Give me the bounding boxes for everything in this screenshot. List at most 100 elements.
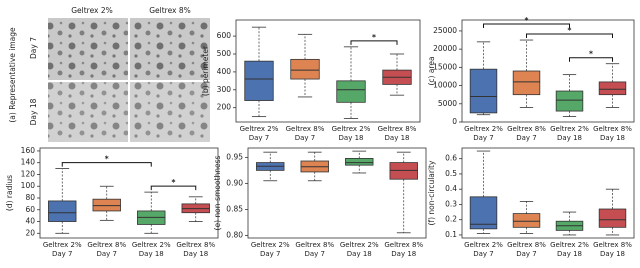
- significance-label: *: [105, 155, 109, 164]
- x-tick-label: Geltrex 2%: [43, 241, 82, 249]
- x-tick-label: Geltrex 2%: [132, 241, 171, 249]
- y-tick-label: 0.4: [445, 184, 457, 193]
- significance-bracket: [526, 33, 613, 39]
- box: [345, 158, 374, 166]
- y-tick-label: 10000: [433, 81, 457, 90]
- plot-frame: [235, 19, 421, 123]
- significance-label: *: [568, 26, 572, 35]
- y-tick-label: 0.90: [226, 178, 243, 187]
- x-tick-label: Geltrex 2%: [464, 125, 503, 133]
- x-tick-label: Geltrex 2%: [240, 125, 279, 133]
- x-tick-label: Day 7: [473, 134, 494, 142]
- y-tick-label: 25000: [433, 26, 457, 35]
- y-tick-label: 20000: [433, 44, 457, 53]
- micrograph: [48, 18, 128, 80]
- significance-bracket: [569, 57, 613, 62]
- x-tick-label: Day 7: [304, 250, 325, 258]
- y-tick-label: 300: [217, 85, 232, 94]
- x-tick-label: Geltrex 8%: [176, 241, 215, 249]
- x-tick-label: Geltrex 8%: [87, 241, 126, 249]
- box: [512, 70, 541, 96]
- box: [336, 80, 366, 103]
- panel-label: (a) Representative image: [8, 27, 17, 123]
- x-tick-label: Geltrex 2%: [340, 241, 379, 249]
- y-tick-label: 0.95: [226, 152, 243, 161]
- y-axis-label: (d) radius: [5, 175, 14, 211]
- x-tick-label: Day 18: [183, 250, 208, 258]
- x-tick-label: Geltrex 8%: [295, 241, 334, 249]
- x-tick-label: Day 7: [52, 250, 73, 258]
- y-tick-label: 0.2: [445, 215, 457, 224]
- micrograph: [130, 18, 210, 80]
- x-tick-label: Day 18: [391, 250, 416, 258]
- box: [469, 196, 498, 230]
- y-tick-label: 20: [25, 228, 35, 237]
- y-tick-label: 200: [217, 103, 232, 112]
- y-axis-label: (b) perimeter: [201, 45, 210, 96]
- significance-label: *: [372, 33, 376, 42]
- x-tick-label: Geltrex 2%: [550, 241, 589, 249]
- y-axis-label: (f) non-circularity: [427, 160, 436, 225]
- y-tick-label: 600: [217, 31, 232, 40]
- significance-label: *: [172, 178, 176, 187]
- significance-bracket: [150, 185, 197, 191]
- y-tick-label: 100: [21, 181, 36, 190]
- x-tick-label: Day 18: [139, 250, 164, 258]
- y-tick-label: 0.3: [445, 199, 457, 208]
- y-tick-label: 120: [21, 169, 36, 178]
- y-tick-label: 0.5: [445, 169, 457, 178]
- row-label: Day 7: [29, 37, 38, 59]
- x-tick-label: Day 18: [600, 250, 625, 258]
- column-label: Geltrex 8%: [149, 6, 191, 15]
- y-tick-label: 0.80: [226, 230, 243, 239]
- box: [598, 208, 627, 228]
- x-tick-label: Day 7: [516, 134, 537, 142]
- x-tick-label: Geltrex 8%: [507, 241, 546, 249]
- x-tick-label: Geltrex 2%: [251, 241, 290, 249]
- box: [290, 58, 320, 80]
- x-tick-label: Day 7: [516, 250, 537, 258]
- plot-frame: [461, 147, 635, 239]
- image-panel: (a) Representative image Geltrex 2% Gelt…: [8, 6, 210, 142]
- box: [48, 200, 77, 222]
- significance-bracket: [350, 40, 398, 45]
- y-tick-label: 60: [25, 205, 35, 214]
- x-tick-label: Day 18: [600, 134, 625, 142]
- micrograph: [130, 82, 210, 142]
- plot-frame: [461, 19, 635, 123]
- x-tick-label: Geltrex 2%: [550, 125, 589, 133]
- x-tick-label: Day 7: [96, 250, 117, 258]
- y-tick-label: 400: [217, 67, 232, 76]
- x-tick-label: Day 18: [347, 250, 372, 258]
- box: [598, 81, 627, 96]
- x-tick-label: Day 7: [249, 134, 270, 142]
- x-tick-label: Day 18: [385, 134, 410, 142]
- x-tick-label: Day 7: [260, 250, 281, 258]
- box: [469, 68, 498, 114]
- box: [92, 198, 121, 212]
- significance-bracket: [61, 162, 152, 167]
- y-tick-label: 500: [217, 49, 232, 58]
- box: [244, 60, 274, 101]
- y-tick-label: 0.85: [226, 204, 243, 213]
- x-tick-label: Geltrex 8%: [384, 241, 423, 249]
- significance-bracket: [483, 23, 570, 29]
- y-axis-label: (c) area: [427, 56, 436, 85]
- box: [555, 90, 584, 112]
- x-tick-label: Geltrex 8%: [507, 125, 546, 133]
- significance-label: *: [525, 16, 529, 25]
- y-tick-label: 0.1: [445, 230, 457, 239]
- micrograph: [48, 82, 128, 142]
- y-tick-label: 160: [21, 146, 36, 155]
- y-tick-label: 0: [452, 117, 457, 126]
- x-tick-label: Day 7: [295, 134, 316, 142]
- x-tick-label: Geltrex 8%: [593, 241, 632, 249]
- x-tick-label: Geltrex 8%: [593, 125, 632, 133]
- box: [512, 213, 541, 228]
- plot-frame: [247, 147, 427, 239]
- x-tick-label: Day 7: [473, 250, 494, 258]
- significance-label: *: [589, 50, 593, 59]
- y-axis-label: (e) non-smoothness: [213, 155, 222, 230]
- y-tick-label: 140: [21, 158, 36, 167]
